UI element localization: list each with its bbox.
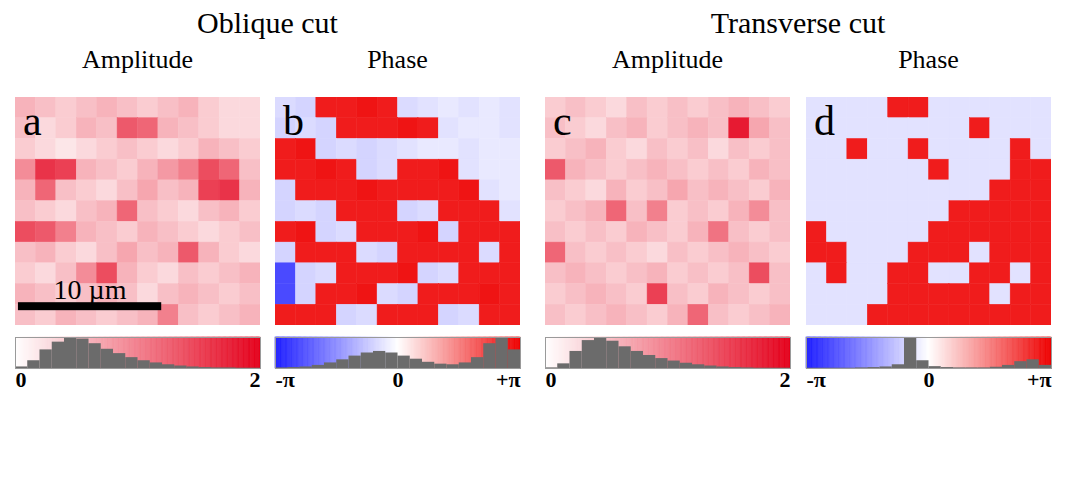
html-text:Transverse cut: Transverse cut [710,6,886,39]
html-text:Phase: Phase [898,45,959,74]
svg-text:2: 2 [780,367,791,392]
html-text:Phase: Phase [367,45,428,74]
svg-text:10 µm: 10 µm [54,274,127,305]
svg-text:-π: -π [276,367,295,392]
html-text:Amplitude: Amplitude [81,45,194,74]
html-text:a: a [23,98,42,144]
svg-text:-π: -π [807,367,826,392]
svg-text:+π: +π [1027,367,1052,392]
html-text:c: c [553,98,572,144]
html-text:Amplitude: Amplitude [611,45,724,74]
svg-text:0: 0 [546,367,557,392]
svg-text:2: 2 [250,367,261,392]
html-text:d: d [814,98,835,144]
html-text:b: b [283,98,304,144]
html-text:Oblique cut: Oblique cut [197,6,338,39]
svg-text:0: 0 [16,367,27,392]
svg-text:0: 0 [393,367,404,392]
svg-text:+π: +π [496,367,521,392]
svg-text:0: 0 [924,367,935,392]
